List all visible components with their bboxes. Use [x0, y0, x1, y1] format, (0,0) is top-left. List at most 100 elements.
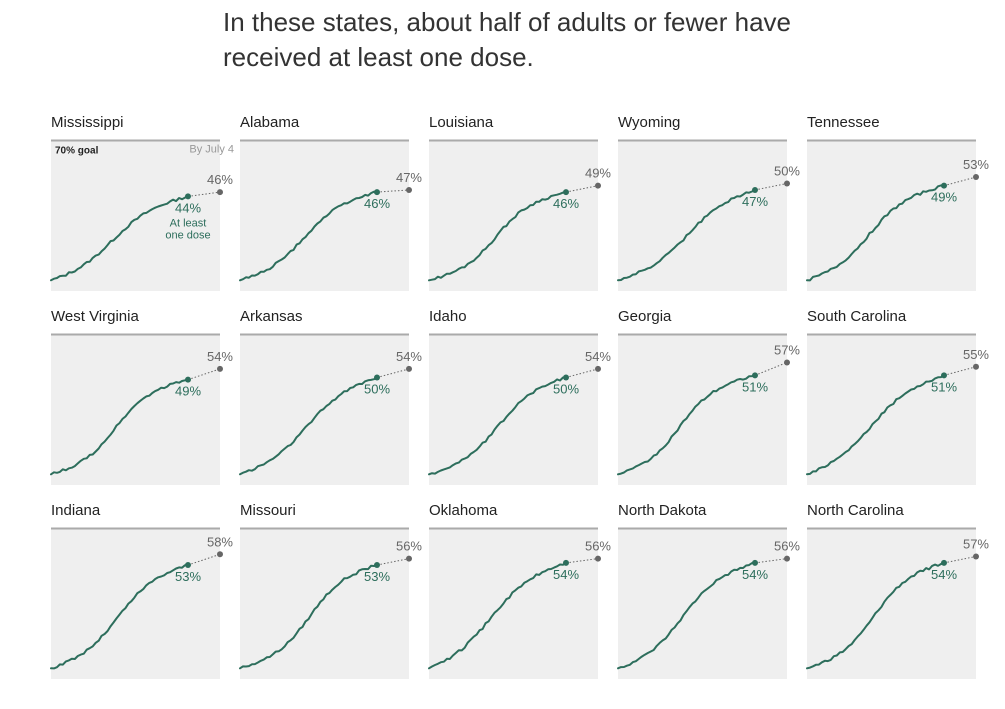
projected-percent-label: 47% [396, 170, 422, 185]
state-panel: Wyoming 47% 50% [617, 112, 800, 306]
current-percent-label: 51% [931, 379, 957, 394]
current-percent-label: 53% [175, 569, 201, 584]
current-percent-label: 54% [553, 567, 579, 582]
state-chart: 47% 50% [617, 139, 800, 291]
current-point [185, 376, 191, 383]
current-point [941, 182, 947, 189]
projected-percent-label: 57% [963, 536, 989, 551]
current-percent-label: 51% [742, 379, 768, 394]
vaccination-curve [806, 561, 945, 670]
state-panel: Louisiana 46% 49% [428, 112, 611, 306]
projected-point [217, 365, 223, 372]
state-chart: 50% 54% [239, 333, 422, 485]
projected-percent-label: 57% [774, 342, 800, 357]
chart-background [51, 335, 220, 485]
chart-background [51, 529, 220, 679]
vaccination-curve [806, 184, 945, 282]
state-chart: 54% 57% [806, 527, 989, 679]
state-name: South Carolina [807, 308, 907, 325]
vaccination-curve [50, 564, 189, 670]
chart-background [240, 141, 409, 291]
chart-background [429, 141, 598, 291]
current-percent-label: 47% [742, 194, 768, 209]
state-panel: South Carolina 51% 55% [806, 306, 989, 500]
projected-point [973, 553, 979, 560]
small-multiples-grid: Mississippi 44% 46% 70% goal By July 4 At lea… [50, 112, 989, 694]
vaccination-curve [428, 191, 567, 282]
projected-percent-label: 58% [207, 534, 233, 549]
vaccination-curve [50, 378, 189, 476]
current-point [752, 372, 758, 379]
state-panel: Missouri 53% 56% [239, 500, 422, 694]
state-panel: North Dakota 54% 56% [617, 500, 800, 694]
vaccination-curve [239, 564, 378, 670]
projected-percent-label: 55% [963, 347, 989, 362]
current-percent-label: 49% [175, 384, 201, 399]
projected-point [784, 359, 790, 366]
chart-background [807, 529, 976, 679]
vaccination-curve [617, 374, 756, 476]
state-chart: 51% 57% [617, 333, 800, 485]
projected-point [406, 555, 412, 562]
current-percent-label: 49% [931, 190, 957, 205]
state-panel: Oklahoma 54% 56% [428, 500, 611, 694]
chart-background [240, 529, 409, 679]
projected-percent-label: 56% [774, 539, 800, 554]
vaccination-curve [428, 376, 567, 476]
projected-percent-label: 54% [207, 349, 233, 364]
vaccination-curve [239, 376, 378, 476]
state-chart: 49% 54% [50, 333, 233, 485]
current-point [374, 562, 380, 569]
state-name: Wyoming [618, 114, 681, 131]
chart-background [429, 529, 598, 679]
current-point [941, 559, 947, 566]
projected-point [595, 365, 601, 372]
vaccination-curve [806, 374, 945, 476]
current-percent-label: 44% [175, 200, 201, 215]
current-percent-label: 46% [553, 196, 579, 211]
vaccination-curve [239, 190, 378, 282]
projected-percent-label: 56% [585, 539, 611, 554]
vaccination-curve [617, 189, 756, 282]
state-name: Alabama [240, 114, 300, 131]
projection-line [187, 553, 221, 566]
current-point [563, 189, 569, 196]
state-name: Louisiana [429, 114, 494, 131]
projected-point [217, 189, 223, 196]
current-percent-label: 54% [931, 567, 957, 582]
vaccination-curve [617, 561, 756, 670]
projection-line [187, 368, 221, 381]
state-name: Georgia [618, 308, 672, 325]
goal-label: 70% goal [55, 146, 99, 157]
chart-background [240, 335, 409, 485]
state-panel: Tennessee 49% 53% [806, 112, 989, 306]
vaccination-curve [50, 195, 189, 282]
current-point [374, 374, 380, 381]
state-name: Arkansas [240, 308, 303, 325]
state-chart: 46% 49% [428, 139, 611, 291]
state-panel: North Carolina 54% 57% [806, 500, 989, 694]
projected-percent-label: 46% [207, 172, 233, 187]
current-point [185, 562, 191, 569]
state-chart: 53% 56% [239, 527, 422, 679]
projected-percent-label: 54% [396, 349, 422, 364]
chart-background [618, 335, 787, 485]
state-panel: Alabama 46% 47% [239, 112, 422, 306]
projected-point [784, 555, 790, 562]
vaccination-curve [428, 561, 567, 670]
current-point [752, 186, 758, 193]
current-point [563, 559, 569, 566]
projected-percent-label: 49% [585, 166, 611, 181]
state-name: Mississippi [51, 114, 124, 131]
current-point [941, 372, 947, 379]
state-panel: West Virginia 49% 54% [50, 306, 233, 500]
state-chart: 53% 58% [50, 527, 233, 679]
current-percent-label: 46% [364, 196, 390, 211]
state-chart: 46% 47% [239, 139, 422, 291]
projected-point [595, 555, 601, 562]
current-note-line1: At least [170, 217, 207, 229]
state-name: Indiana [51, 502, 101, 519]
projected-percent-label: 53% [963, 157, 989, 172]
current-point [185, 193, 191, 200]
